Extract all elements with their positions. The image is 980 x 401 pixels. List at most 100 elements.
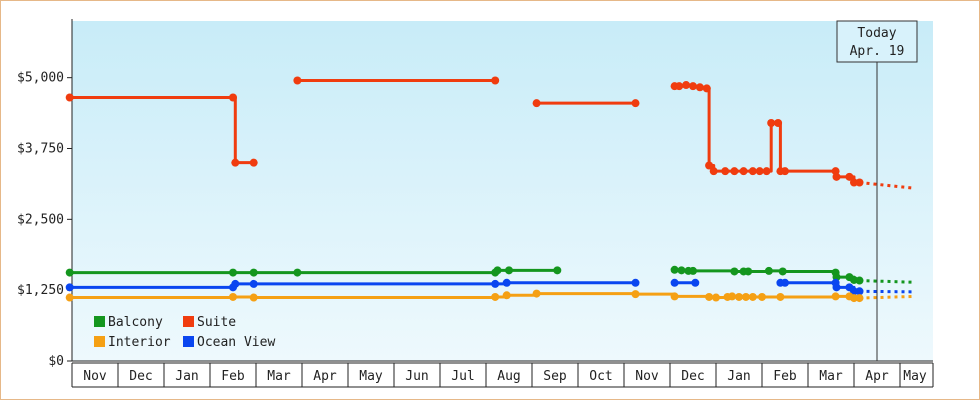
data-point-balcony [553,266,562,275]
month-label: Jan [727,369,750,384]
data-point-interior [65,293,74,302]
data-point-suite [65,93,74,102]
data-point-interior [229,292,237,301]
data-point-balcony [249,268,258,277]
y-tick-label: $1,250 [17,283,64,298]
x-axis: Nov Dec Jan Feb Mar Apr May Jun Jul Aug Sep Oct Nov D… [71,360,934,388]
data-point-suite [675,82,684,91]
data-point-balcony [744,267,753,276]
legend-label: Ocean View [197,335,275,350]
data-point-suite [631,99,640,108]
data-point-suite [702,84,711,93]
month-label: Sep [543,369,567,384]
data-point-ocean-view [691,278,700,287]
month-label: Nov [635,369,659,384]
legend-swatch [183,336,194,347]
data-point-suite [755,167,764,176]
month-label: Apr [865,369,889,384]
y-tick-label: $3,750 [17,142,64,157]
data-point-interior [741,292,750,301]
data-point-interior [728,292,737,301]
data-point-suite [705,161,714,170]
data-point-suite [695,83,704,92]
series-layer [65,76,914,303]
data-point-suite [682,81,691,90]
data-point-balcony [229,268,237,277]
data-point-suite [781,167,789,176]
series-ocean-view [65,278,914,296]
month-label: Aug [497,369,520,384]
data-point-balcony [689,266,697,275]
data-point-suite [689,82,697,91]
month-label: Jun [405,369,428,384]
projection-line-balcony [859,279,914,284]
legend-label: Balcony [108,315,163,330]
series-balcony [65,265,914,285]
data-point-suite [709,167,718,176]
data-point-ocean-view [850,287,858,296]
data-point-balcony [65,268,74,277]
today-marker: Today Apr. 19 [836,20,918,361]
data-point-interior [831,292,840,301]
data-point-interior [249,293,258,302]
month-label: Mar [267,369,291,384]
projection-line-ocean-view [859,289,914,294]
month-label: Oct [589,369,612,384]
month-label: Nov [83,369,107,384]
month-label: Jul [451,369,474,384]
data-point-interior [850,294,858,303]
data-point-interior [776,292,785,301]
data-point-interior [705,292,714,301]
data-point-suite [231,158,240,167]
data-point-suite [762,167,771,176]
plot-area [72,21,933,361]
data-point-ocean-view [670,278,679,287]
legend: Balcony Suite Interior Ocean View [94,315,275,350]
month-label: Feb [773,369,797,384]
data-point-interior [748,292,757,301]
today-box [836,20,918,63]
legend-swatch [183,316,194,327]
data-point-balcony [778,267,787,276]
data-point-suite [739,167,748,176]
today-date: Apr. 19 [850,44,905,59]
data-point-ocean-view [781,278,789,287]
data-point-suite [730,167,739,176]
data-point-balcony [293,268,302,277]
y-axis: $0 $1,250 $2,500 $3,750 $5,000 [17,19,73,369]
data-point-ocean-view [631,278,640,287]
data-point-interior [758,292,766,301]
legend-swatch [94,336,105,347]
data-point-balcony [677,266,686,275]
data-point-suite [748,167,757,176]
month-label: Dec [681,369,704,384]
data-point-ocean-view [832,283,841,292]
data-point-suite [532,99,541,108]
series-interior [65,289,914,303]
data-point-interior [670,292,679,301]
data-point-interior [631,290,640,299]
legend-swatch [94,316,105,327]
month-label: Mar [819,369,843,384]
data-point-suite [293,76,302,85]
data-point-suite [832,172,841,181]
y-tick-label: $2,500 [17,212,64,227]
data-point-ocean-view [231,279,240,288]
data-point-suite [850,178,858,187]
month-label: Feb [221,369,245,384]
data-point-ocean-view [249,279,258,288]
data-point-ocean-view [502,278,511,287]
legend-label: Suite [197,315,236,330]
month-label: Apr [313,369,337,384]
data-point-balcony [670,265,679,274]
series-suite [65,76,914,190]
data-point-interior [712,293,720,302]
data-point-balcony [493,266,502,275]
data-point-suite [491,76,500,85]
month-label: May [903,369,927,384]
data-point-balcony [730,267,739,276]
data-point-ocean-view [491,279,500,288]
data-point-suite [249,158,258,167]
data-point-suite [845,172,854,181]
